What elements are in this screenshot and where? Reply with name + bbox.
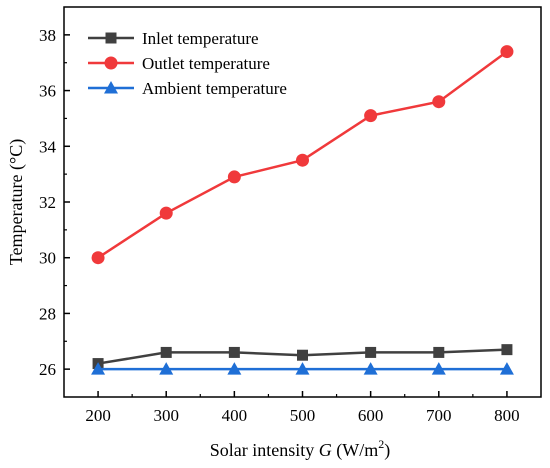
x-axis-title-unit-close: ) (384, 440, 390, 461)
data-point-triangle (499, 362, 514, 375)
y-tick-label: 30 (39, 249, 56, 268)
data-point-circle (296, 153, 309, 167)
plot-frame (63, 6, 542, 398)
x-axis: 200 300 400 500 600 700 800 (85, 391, 520, 425)
y-tick-label: 36 (39, 82, 56, 101)
data-point-square (433, 346, 445, 358)
y-axis-title: Temperature (°C) (6, 139, 27, 265)
x-tick-label: 200 (85, 406, 111, 425)
x-tick-label: 800 (494, 406, 520, 425)
y-tick-label: 28 (39, 304, 56, 323)
data-point-circle (432, 95, 446, 109)
x-tick-label: 500 (290, 406, 316, 425)
data-point-square (501, 344, 513, 356)
x-tick-label: 600 (358, 406, 384, 425)
data-point-triangle (431, 362, 446, 375)
legend-marker (104, 81, 118, 94)
data-point-square (160, 346, 172, 358)
y-tick-label: 32 (39, 193, 56, 212)
legend-marker (105, 32, 117, 44)
data-point-square (297, 349, 308, 361)
data-point-triangle (295, 362, 310, 375)
x-axis-title-prefix: Solar intensity (210, 440, 319, 460)
legend: Inlet temperature Outlet temperature Ambie… (88, 29, 287, 98)
y-tick-label: 26 (39, 360, 56, 379)
x-tick-label: 400 (222, 406, 248, 425)
y-tick-label: 38 (39, 26, 56, 45)
data-point-triangle (91, 362, 106, 375)
data-point-square (365, 346, 377, 358)
data-point-circle (227, 170, 241, 184)
data-point-circle (364, 109, 378, 123)
data-point-circle (159, 206, 173, 220)
x-tick-label: 300 (153, 406, 179, 425)
data-point-triangle (227, 362, 242, 375)
data-point-triangle (363, 362, 378, 375)
x-axis-title-unit: (W/m (332, 440, 379, 461)
legend-marker (104, 56, 118, 70)
series-circle (91, 45, 514, 265)
series-triangle (91, 362, 514, 375)
x-axis-title: Solar intensity G (W/m2) (210, 437, 391, 461)
legend-label: Outlet temperature (142, 54, 270, 73)
y-axis: 26 28 30 32 34 36 38 (39, 26, 70, 379)
x-axis-title-variable: G (319, 440, 332, 460)
series-layer (91, 45, 514, 375)
x-axis-title-unit-exponent: 2 (378, 437, 384, 451)
data-point-triangle (159, 362, 174, 375)
data-point-circle (500, 45, 514, 59)
legend-label: Inlet temperature (142, 29, 259, 48)
data-point-square (228, 346, 240, 358)
data-point-circle (91, 251, 105, 265)
x-tick-label: 700 (426, 406, 452, 425)
y-tick-label: 34 (39, 137, 57, 156)
legend-label: Ambient temperature (142, 79, 287, 98)
